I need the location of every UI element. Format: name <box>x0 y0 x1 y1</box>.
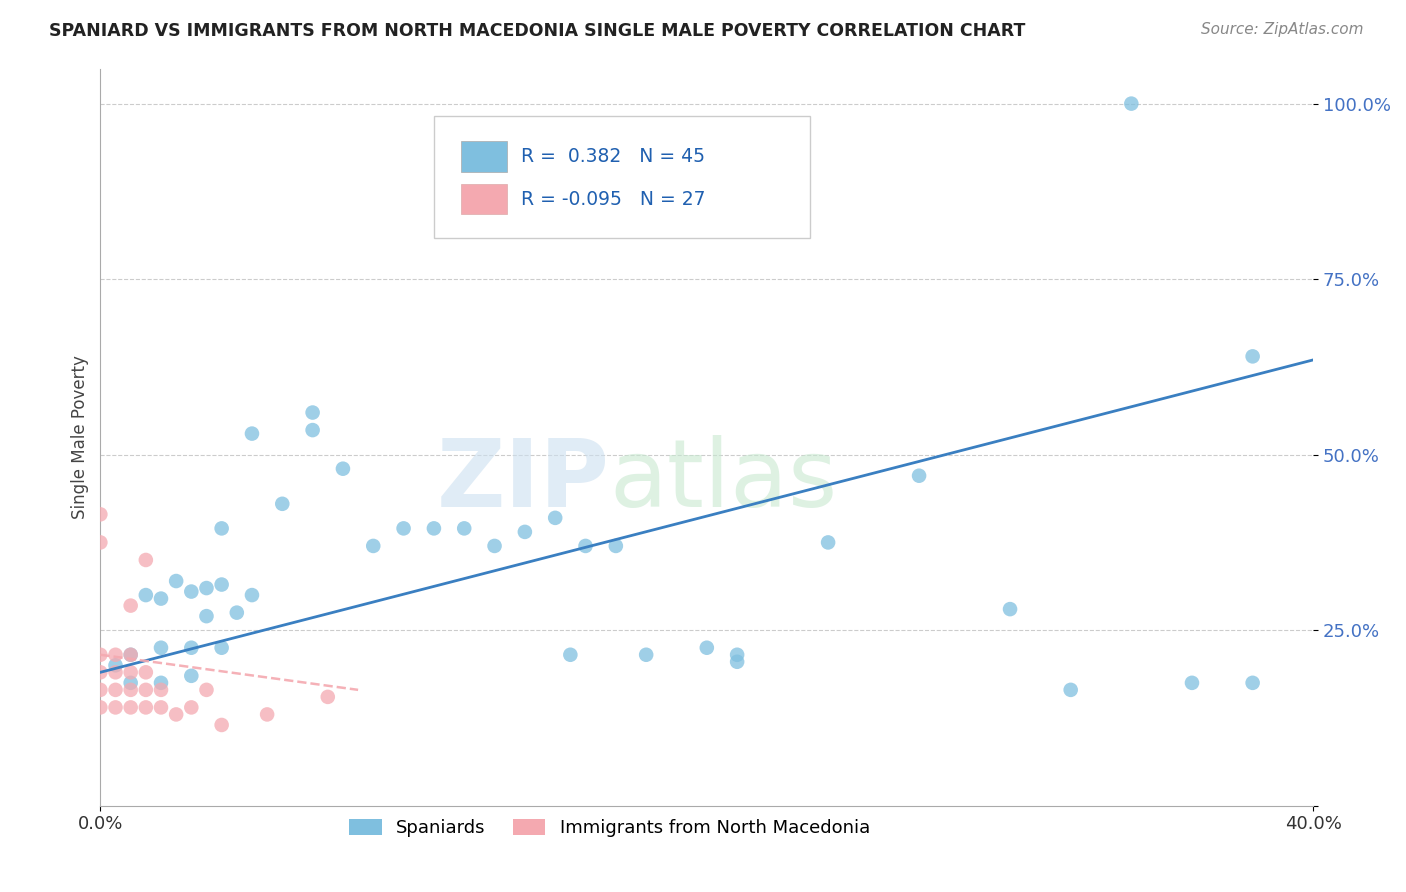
Point <box>150 676 173 690</box>
Text: SPANIARD VS IMMIGRANTS FROM NORTH MACEDONIA SINGLE MALE POVERTY CORRELATION CHAR: SPANIARD VS IMMIGRANTS FROM NORTH MACEDO… <box>49 22 1025 40</box>
Point <box>150 700 173 714</box>
Point <box>120 599 142 613</box>
Point <box>180 669 202 683</box>
Point <box>165 707 187 722</box>
Point <box>484 539 506 553</box>
Point <box>1241 676 1264 690</box>
Text: ZIP: ZIP <box>437 435 610 527</box>
Point <box>1060 682 1083 697</box>
Point <box>211 577 233 591</box>
Point <box>195 609 218 624</box>
FancyBboxPatch shape <box>461 141 506 172</box>
Point <box>696 640 718 655</box>
Point <box>120 665 142 680</box>
Point <box>195 682 218 697</box>
Point <box>1121 96 1143 111</box>
Point <box>135 700 157 714</box>
Point <box>104 665 127 680</box>
Point <box>574 539 596 553</box>
Point <box>301 423 323 437</box>
Point <box>636 648 658 662</box>
Point <box>195 581 218 595</box>
Point <box>150 591 173 606</box>
Point <box>544 511 567 525</box>
Point <box>89 665 111 680</box>
Point <box>725 655 748 669</box>
Text: R = -0.095   N = 27: R = -0.095 N = 27 <box>522 189 706 209</box>
Point <box>908 468 931 483</box>
Point <box>211 640 233 655</box>
Point <box>211 718 233 732</box>
Point <box>560 648 582 662</box>
Point <box>180 640 202 655</box>
Point <box>271 497 294 511</box>
Point <box>89 648 111 662</box>
Point <box>361 539 384 553</box>
Point <box>120 648 142 662</box>
Text: R =  0.382   N = 45: R = 0.382 N = 45 <box>522 147 706 166</box>
Point <box>104 658 127 673</box>
Point <box>423 521 446 535</box>
Text: atlas: atlas <box>610 435 838 527</box>
Point <box>150 640 173 655</box>
Point <box>89 682 111 697</box>
Point <box>135 553 157 567</box>
Point <box>135 682 157 697</box>
FancyBboxPatch shape <box>461 184 506 214</box>
Point <box>89 508 111 522</box>
Point <box>301 405 323 419</box>
Legend: Spaniards, Immigrants from North Macedonia: Spaniards, Immigrants from North Macedon… <box>342 812 877 845</box>
FancyBboxPatch shape <box>434 117 810 238</box>
Point <box>120 700 142 714</box>
Point <box>332 461 354 475</box>
Point <box>104 682 127 697</box>
Point <box>316 690 339 704</box>
Point <box>89 700 111 714</box>
Point <box>725 648 748 662</box>
Point <box>1181 676 1204 690</box>
Point <box>135 665 157 680</box>
Point <box>120 682 142 697</box>
Point <box>180 584 202 599</box>
Point <box>392 521 415 535</box>
Point <box>104 700 127 714</box>
Point <box>225 606 247 620</box>
Point <box>240 426 263 441</box>
Y-axis label: Single Male Poverty: Single Male Poverty <box>72 355 89 519</box>
Text: Source: ZipAtlas.com: Source: ZipAtlas.com <box>1201 22 1364 37</box>
Point <box>998 602 1021 616</box>
Point <box>211 521 233 535</box>
Point <box>89 535 111 549</box>
Point <box>135 588 157 602</box>
Point <box>817 535 839 549</box>
Point <box>605 539 627 553</box>
Point <box>150 682 173 697</box>
Point <box>513 524 536 539</box>
Point <box>453 521 475 535</box>
Point <box>180 700 202 714</box>
Point <box>104 648 127 662</box>
Point <box>165 574 187 588</box>
Point <box>240 588 263 602</box>
Point <box>120 648 142 662</box>
Point <box>256 707 278 722</box>
Point <box>120 676 142 690</box>
Point <box>1241 350 1264 364</box>
